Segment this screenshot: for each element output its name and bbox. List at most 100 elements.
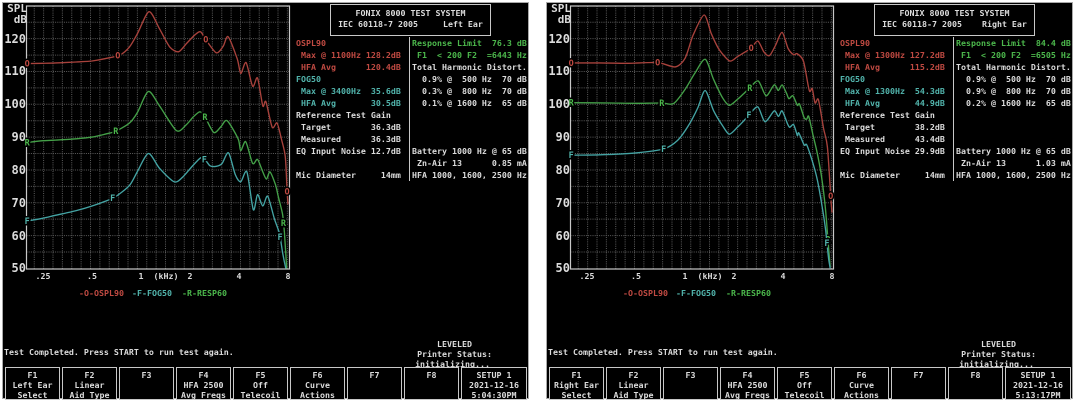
fkey-label-line1: HFA 2500 bbox=[183, 380, 224, 390]
status-message: Test Completed. Press START to run test … bbox=[4, 346, 234, 357]
fkey-f8-button[interactable]: F8 bbox=[404, 367, 459, 400]
info-right-row-5: 0.1% @ 1600 Hz 65 dB bbox=[412, 97, 527, 108]
y-tick-label-110: 110 bbox=[4, 64, 26, 79]
y-tick-label-50: 50 bbox=[555, 261, 570, 276]
title-box: FONIX 8000 TEST SYSTEM IEC 60118-7 2005 R… bbox=[874, 4, 1035, 36]
printer-status-value: initializing... bbox=[415, 359, 490, 369]
fkey-number: F2 bbox=[84, 370, 95, 380]
x-tick-label-8: 8 bbox=[285, 270, 291, 281]
fkey-f4-button[interactable]: F4 HFA 2500 Avg Freqs bbox=[176, 367, 231, 400]
fkey-label-line2: Aid Type bbox=[69, 390, 110, 400]
info-left-row-8: Measured 36.3dB bbox=[296, 133, 401, 144]
y-axis-title-spl: SPL bbox=[7, 2, 27, 15]
fkey-label-line2: Telecoil bbox=[784, 390, 825, 400]
fkey-f5-button[interactable]: F5 Off Telecoil bbox=[777, 367, 832, 400]
curve-marker-o-ospl90: O bbox=[569, 59, 574, 69]
fkey-label-line2: Avg Freqs bbox=[725, 390, 770, 400]
fkey-number: F1 bbox=[571, 370, 582, 380]
fkey-f1-button[interactable]: F1 Right Ear Select bbox=[549, 367, 604, 400]
fkey-f7-button[interactable]: F7 bbox=[347, 367, 402, 400]
x-tick-label-5: .5 bbox=[631, 270, 641, 281]
curve-marker-r-resp60: R bbox=[113, 127, 119, 137]
fkey-f3-button[interactable]: F3 bbox=[119, 367, 174, 400]
curve-marker-f-fog50: F bbox=[569, 151, 574, 161]
x-tick-label-4: 4 bbox=[236, 270, 242, 281]
legend-item-fog50: -F-FOG50 bbox=[676, 287, 716, 298]
curve-resp60-right-ear bbox=[571, 58, 831, 267]
y-tick-label-80: 80 bbox=[555, 162, 570, 177]
curve-resp60-left-ear bbox=[27, 90, 288, 269]
fkey-f8-button[interactable]: F8 bbox=[948, 367, 1003, 400]
fkey-label-line2: Select bbox=[17, 390, 48, 400]
y-tick-label-90: 90 bbox=[555, 130, 570, 145]
info-right-row-11: HFA 1000, 1600, 2500 Hz bbox=[412, 169, 527, 180]
info-right-row-10: Zn-Air 13 0.85 mA bbox=[412, 157, 527, 168]
fkey-number: F3 bbox=[141, 370, 152, 380]
info-right-row-2: Total Harmonic Distort. bbox=[412, 61, 527, 72]
fkey-f3-button[interactable]: F3 bbox=[663, 367, 718, 400]
info-right-row-11: HFA 1000, 1600, 2500 Hz bbox=[956, 169, 1071, 180]
x-axis-unit-label: (kHz) bbox=[153, 270, 179, 281]
info-left-row-6: Reference Test Gain bbox=[296, 109, 391, 120]
x-axis-unit-label: (kHz) bbox=[697, 270, 723, 281]
fkey-f7-button[interactable]: F7 bbox=[891, 367, 946, 400]
fkey-label-line1: Off bbox=[797, 380, 812, 390]
fkey-label-line1 bbox=[405, 380, 458, 390]
setup-time: 5:13:17PM bbox=[1015, 390, 1061, 400]
fkey-f1-button[interactable]: F1 Left Ear Select bbox=[5, 367, 60, 400]
legend-item-fog50: -F-FOG50 bbox=[132, 287, 172, 298]
info-left-row-6: Reference Test Gain bbox=[840, 109, 935, 120]
setup-date: 2021-12-16 bbox=[469, 380, 519, 390]
info-left-row-2: HFA Avg 115.2dB bbox=[840, 61, 945, 72]
info-left-row-5: HFA Avg 30.5dB bbox=[296, 97, 401, 108]
title-line-standard-ear: IEC 60118-7 2005 Left Ear bbox=[338, 19, 483, 30]
curve-marker-r-resp60: R bbox=[747, 84, 753, 94]
fkey-label-line1 bbox=[892, 380, 945, 390]
fkey-label-line2: Telecoil bbox=[240, 390, 281, 400]
fkey-label-line1 bbox=[664, 380, 717, 390]
info-left-row-1: Max @ 1100Hz 128.2dB bbox=[296, 49, 401, 60]
info-right-row-0: Response Limit 84.4 dB bbox=[956, 37, 1071, 48]
fkey-label-line2 bbox=[949, 390, 1002, 400]
info-left-row-4: Max @ 1300Hz 54.3dB bbox=[840, 85, 945, 96]
fkey-label-line2 bbox=[892, 390, 945, 400]
y-tick-label-110: 110 bbox=[548, 64, 570, 79]
info-left-row-8: Measured 43.4dB bbox=[840, 133, 945, 144]
fkey-f5-button[interactable]: F5 Off Telecoil bbox=[233, 367, 288, 400]
setup-name: SETUP 1 bbox=[476, 370, 512, 380]
fkey-label-line1: HFA 2500 bbox=[727, 380, 768, 390]
plot-grid bbox=[570, 6, 834, 269]
fkey-label-line1 bbox=[949, 380, 1002, 390]
x-tick-label-8: 8 bbox=[829, 270, 835, 281]
info-right-row-5: 0.2% @ 1600 Hz 65 dB bbox=[956, 97, 1071, 108]
setup-box: SETUP 1 2021-12-16 5:13:17PM bbox=[1005, 367, 1071, 400]
fkey-label-line1: Off bbox=[253, 380, 268, 390]
fkey-f6-button[interactable]: F6 Curve Actions bbox=[834, 367, 889, 400]
fkey-f2-button[interactable]: F2 Linear Aid Type bbox=[606, 367, 661, 400]
info-right-row-3: 0.9% @ 500 Hz 70 dB bbox=[956, 73, 1071, 84]
curve-fog50-right-ear bbox=[571, 89, 831, 269]
y-tick-label-120: 120 bbox=[4, 31, 26, 46]
fkey-number: F4 bbox=[742, 370, 753, 380]
info-right-row-1: F1 < 200 F2 =6505 Hz bbox=[956, 49, 1071, 60]
curve-marker-o-ospl90: O bbox=[203, 36, 208, 46]
fkey-label-line1: Right Ear bbox=[554, 380, 599, 390]
y-tick-label-100: 100 bbox=[4, 97, 26, 112]
y-tick-label-90: 90 bbox=[11, 130, 26, 145]
fkey-f2-button[interactable]: F2 Linear Aid Type bbox=[62, 367, 117, 400]
curve-marker-o-ospl90: O bbox=[828, 192, 833, 202]
x-tick-label-1: 1 bbox=[138, 270, 144, 281]
curve-marker-r-resp60: R bbox=[825, 236, 831, 246]
title-line-standard-ear: IEC 60118-7 2005 Right Ear bbox=[882, 19, 1027, 30]
x-tick-label-2: 2 bbox=[187, 270, 193, 281]
info-left-row-7: Target 36.3dB bbox=[296, 121, 401, 132]
plot-border bbox=[569, 5, 835, 270]
plot-border bbox=[25, 5, 291, 270]
fkey-f6-button[interactable]: F6 Curve Actions bbox=[290, 367, 345, 400]
info-right-row-2: Total Harmonic Distort. bbox=[956, 61, 1071, 72]
fkey-label-line1 bbox=[348, 380, 401, 390]
fkey-label-line1: Curve bbox=[849, 380, 874, 390]
info-right-row-0: Response Limit 76.3 dB bbox=[412, 37, 527, 48]
fkey-f4-button[interactable]: F4 HFA 2500 Avg Freqs bbox=[720, 367, 775, 400]
